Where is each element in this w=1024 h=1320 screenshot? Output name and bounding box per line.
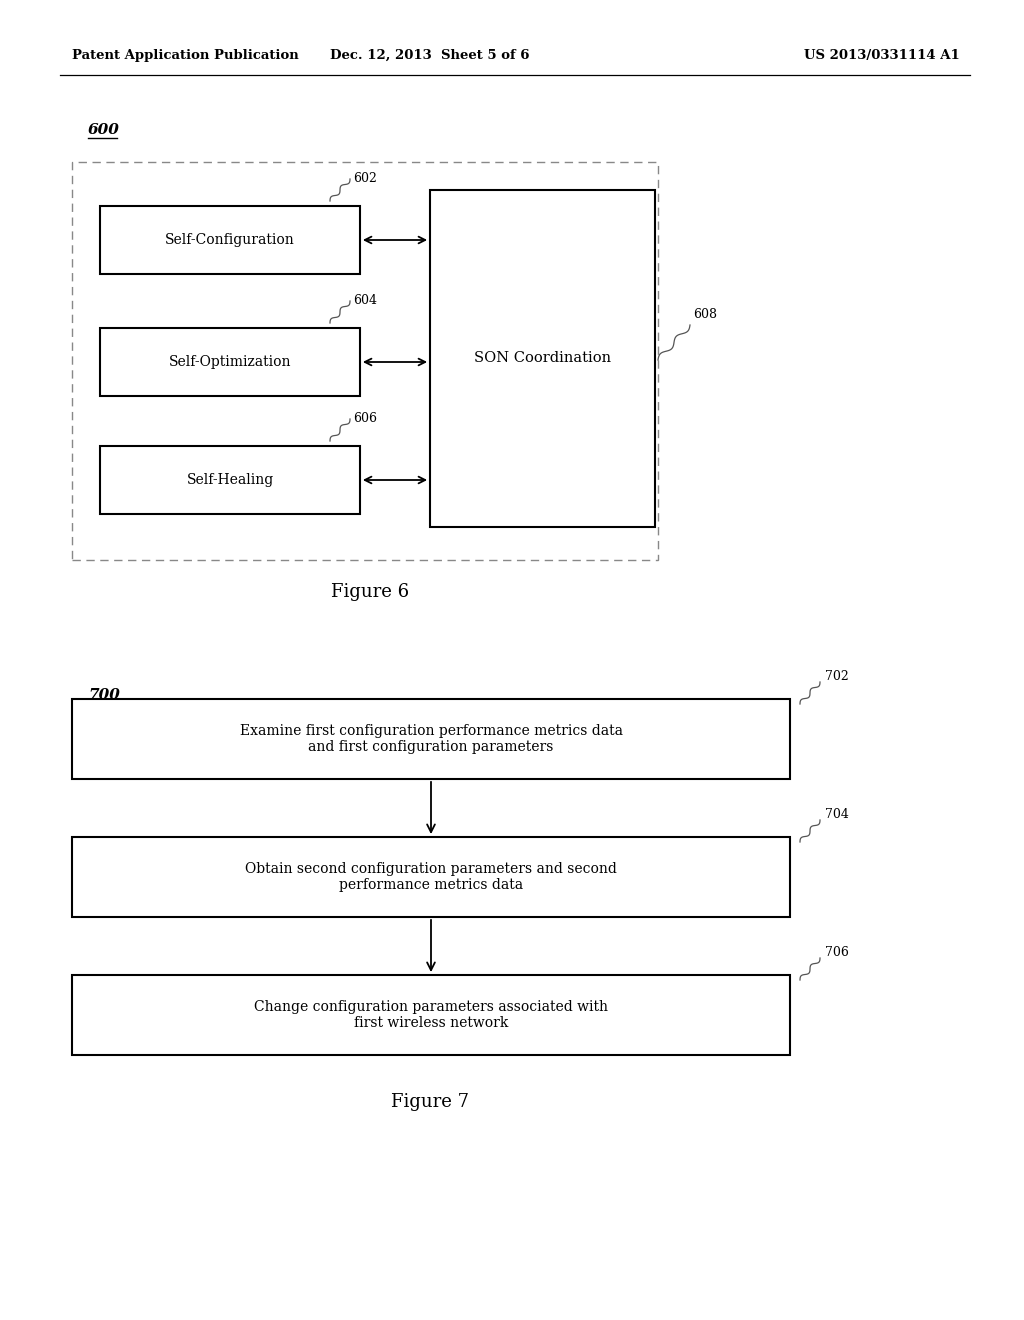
Text: Self-Optimization: Self-Optimization — [169, 355, 291, 370]
Bar — [100, 327, 360, 396]
Text: US 2013/0331114 A1: US 2013/0331114 A1 — [804, 49, 961, 62]
Text: SON Coordination: SON Coordination — [474, 351, 611, 366]
Bar — [430, 190, 655, 527]
Text: Self-Healing: Self-Healing — [186, 473, 273, 487]
Text: 606: 606 — [353, 412, 377, 425]
Text: 700: 700 — [88, 688, 120, 702]
Text: Patent Application Publication: Patent Application Publication — [72, 49, 299, 62]
Text: Obtain second configuration parameters and second
performance metrics data: Obtain second configuration parameters a… — [245, 862, 616, 892]
Text: 706: 706 — [825, 946, 849, 960]
Text: Figure 7: Figure 7 — [391, 1093, 469, 1111]
Text: 604: 604 — [353, 294, 377, 308]
Text: Figure 6: Figure 6 — [331, 583, 409, 601]
Bar — [72, 700, 790, 779]
Text: 602: 602 — [353, 173, 377, 186]
Text: 608: 608 — [693, 308, 717, 321]
Text: 704: 704 — [825, 808, 849, 821]
Text: Change configuration parameters associated with
first wireless network: Change configuration parameters associat… — [254, 1001, 608, 1030]
Bar — [72, 975, 790, 1055]
Text: Examine first configuration performance metrics data
and first configuration par: Examine first configuration performance … — [240, 723, 623, 754]
Bar — [72, 162, 658, 560]
Bar — [100, 206, 360, 275]
Text: 702: 702 — [825, 671, 849, 684]
Text: Self-Configuration: Self-Configuration — [165, 234, 295, 247]
Bar — [72, 837, 790, 917]
Text: Dec. 12, 2013  Sheet 5 of 6: Dec. 12, 2013 Sheet 5 of 6 — [331, 49, 529, 62]
Text: 600: 600 — [88, 123, 120, 137]
Bar — [100, 446, 360, 513]
